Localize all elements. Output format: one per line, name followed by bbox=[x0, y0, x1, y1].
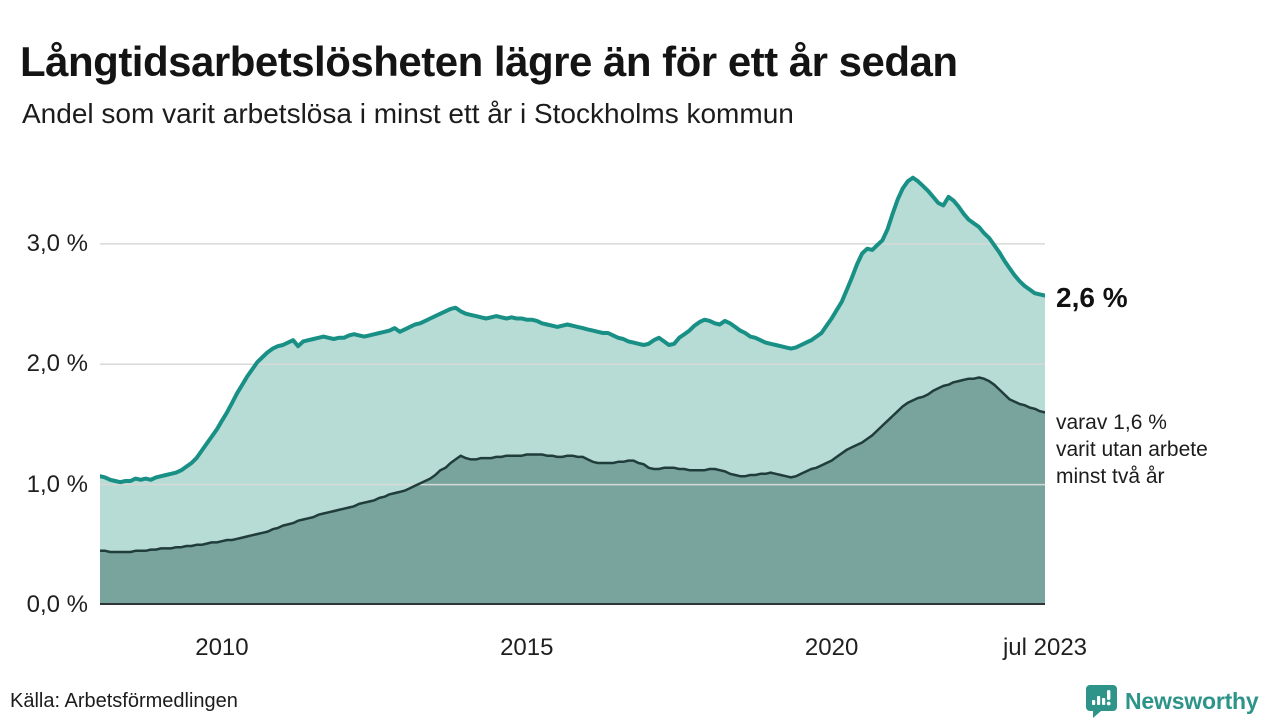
x-tick-label: 2020 bbox=[804, 634, 859, 661]
series2-annotation-line3: minst två år bbox=[1056, 465, 1165, 488]
x-tick-label: jul 2023 bbox=[1002, 634, 1088, 661]
y-tick-label: 0,0 % bbox=[26, 591, 88, 618]
chart-canvas bbox=[100, 175, 1045, 605]
newsworthy-icon bbox=[1086, 685, 1117, 718]
chart-title: Långtidsarbetslösheten lägre än för ett … bbox=[20, 38, 958, 86]
y-tick-label: 3,0 % bbox=[26, 229, 88, 257]
series2-annotation-line2: varit utan arbete bbox=[1056, 438, 1208, 461]
series2-annotation: varav 1,6 % varit utan arbete minst två … bbox=[1056, 409, 1208, 490]
x-tick-label: 2015 bbox=[500, 634, 554, 661]
chart-subtitle: Andel som varit arbetslösa i minst ett å… bbox=[22, 98, 794, 129]
y-tick-label: 1,0 % bbox=[26, 470, 88, 498]
newsworthy-wordmark: Newsworthy bbox=[1125, 687, 1259, 714]
y-tick-label: 2,0 % bbox=[26, 350, 88, 378]
newsworthy-logo[interactable]: Newsworthy bbox=[1085, 684, 1259, 718]
series1-end-value-label: 2,6 % bbox=[1056, 282, 1128, 313]
x-tick-label: 2010 bbox=[195, 634, 249, 661]
source-note: Källa: Arbetsförmedlingen bbox=[10, 690, 238, 712]
series2-annotation-line1: varav 1,6 % bbox=[1056, 411, 1167, 434]
